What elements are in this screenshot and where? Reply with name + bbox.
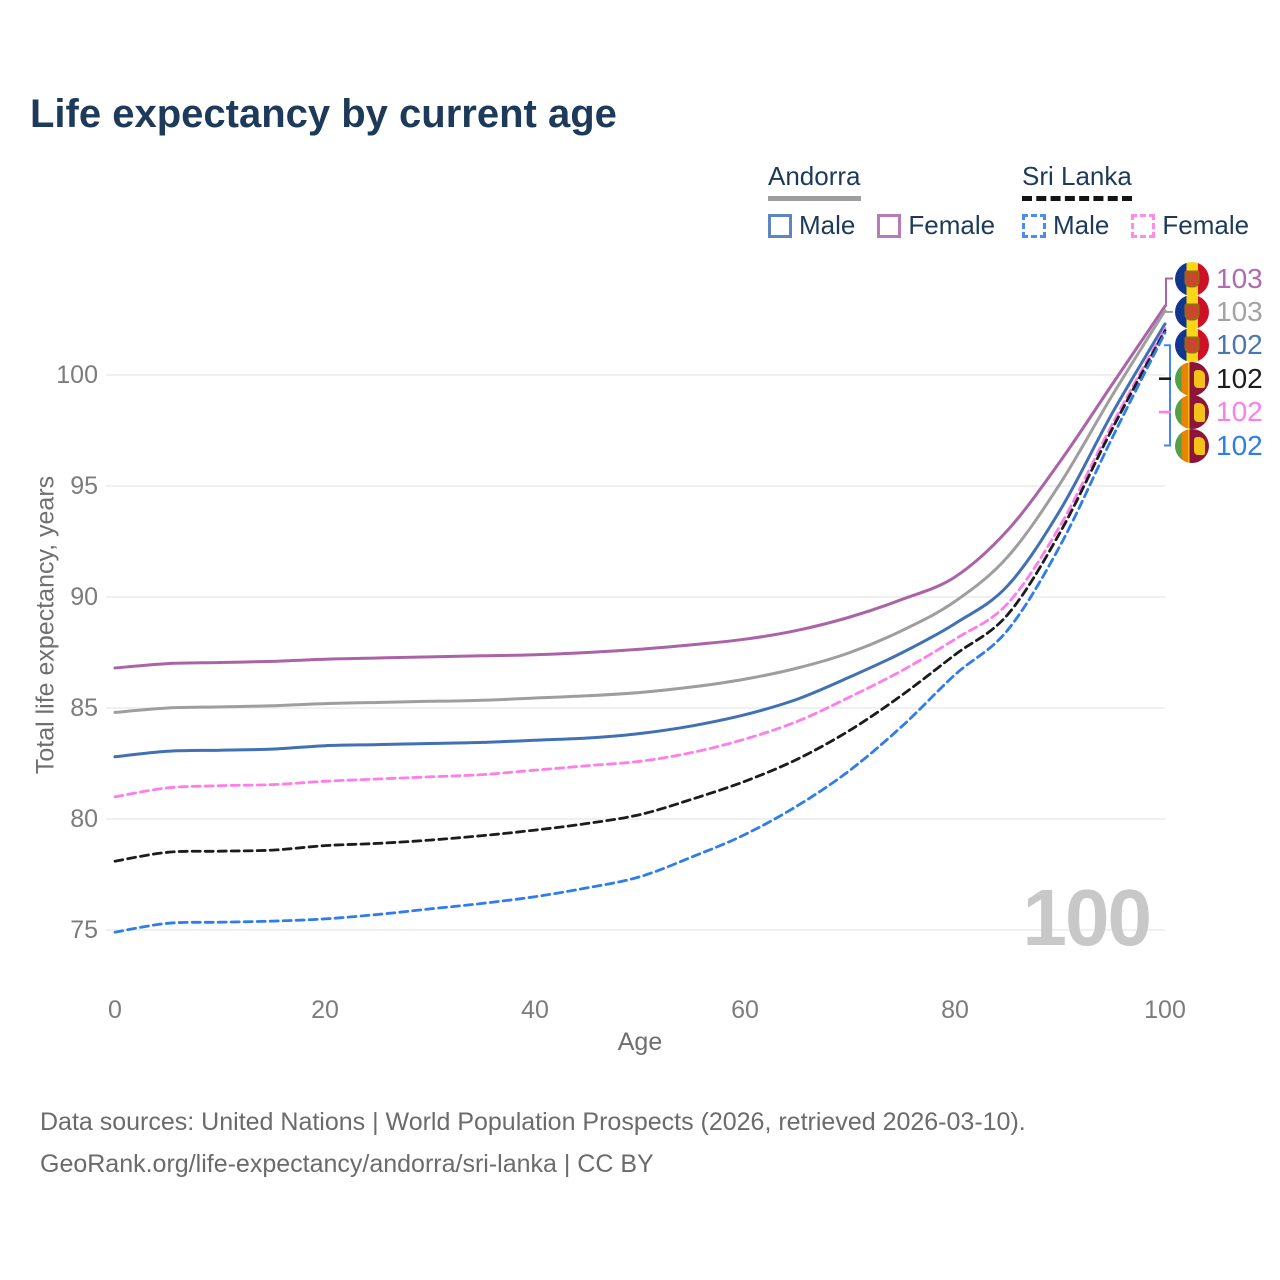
legend-item-andorra-male[interactable]: Male (768, 210, 855, 241)
end-value-andorra-female: 103 (1216, 262, 1263, 294)
sri-lanka-flag-icon (1175, 428, 1209, 463)
crest-shape (1184, 270, 1200, 287)
y-tick-label: 95 (70, 472, 98, 500)
sri-lanka-flag-icon (1175, 361, 1209, 396)
legend-swatch-andorra-male (768, 213, 792, 238)
legend-item-sri-lanka-female[interactable]: Female (1131, 210, 1249, 241)
y-axis-title: Total life expectancy, years (31, 475, 60, 775)
leader-line-andorra-female (1165, 277, 1173, 307)
end-label-row-andorra-female: 103 (1175, 261, 1263, 296)
legend-items-andorra: Male Female (768, 210, 995, 241)
lion-shape (1193, 369, 1206, 389)
end-label-row-andorra: 103 (1175, 294, 1263, 329)
end-value-sri-lanka: 102 (1216, 362, 1263, 394)
y-tick-label: 75 (70, 916, 98, 944)
crest-shape (1184, 303, 1200, 321)
legend-swatch-sri-lanka-male (1022, 213, 1046, 238)
y-tick-label: 90 (70, 583, 98, 611)
legend-label-andorra-male: Male (799, 210, 856, 240)
x-tick-label: 100 (1144, 996, 1186, 1024)
lion-shape (1193, 436, 1206, 456)
footer-data-sources: Data sources: United Nations | World Pop… (40, 1108, 1026, 1136)
y-tick-label: 80 (70, 805, 98, 833)
series-line-sri-lanka (113, 329, 1167, 863)
end-label-row-sri-lanka-male: 102 (1175, 428, 1263, 463)
sri-lanka-flag-icon (1175, 395, 1209, 430)
legend-label-andorra-female: Female (908, 210, 996, 240)
series-line-andorra-female (113, 304, 1167, 670)
andorra-flag-icon (1175, 261, 1209, 296)
legend-item-sri-lanka-male[interactable]: Male (1022, 210, 1109, 241)
x-tick-label: 20 (311, 996, 339, 1024)
x-tick-label: 40 (521, 996, 549, 1024)
lion-shape (1193, 403, 1206, 422)
legend-group-andorra: Andorra Male Female (768, 161, 995, 241)
x-tick-label: 60 (731, 996, 759, 1024)
x-tick-label: 0 (108, 996, 122, 1024)
y-tick-label: 100 (56, 361, 98, 389)
end-value-sri-lanka-female: 102 (1216, 396, 1263, 428)
end-label-row-sri-lanka-female: 102 (1175, 395, 1263, 430)
legend-label-sri-lanka-female: Female (1162, 210, 1250, 240)
y-tick-label: 85 (70, 694, 98, 722)
andorra-flag-icon (1175, 294, 1209, 329)
age-marker: 100 (1022, 873, 1152, 962)
legend-items-sri-lanka: Male Female (1022, 210, 1249, 241)
end-value-andorra-male: 102 (1216, 329, 1263, 361)
end-value-sri-lanka-male: 102 (1216, 429, 1263, 461)
series-line-sri-lanka-female (113, 327, 1167, 799)
leader-bracket-male-lines (1164, 344, 1171, 447)
legend-country-sri-lanka[interactable]: Sri Lanka (1022, 161, 1132, 201)
legend-swatch-andorra-female (877, 213, 902, 238)
x-tick-label: 80 (941, 996, 969, 1024)
x-axis-title: Age (617, 1028, 663, 1056)
crest-shape (1184, 336, 1200, 354)
end-value-andorra: 103 (1216, 295, 1263, 327)
andorra-flag-icon (1175, 328, 1209, 363)
legend-label-sri-lanka-male: Male (1053, 210, 1110, 240)
end-label-row-andorra-male: 102 (1175, 328, 1263, 363)
series-line-sri-lanka-male (113, 331, 1167, 934)
legend-swatch-sri-lanka-female (1131, 213, 1156, 238)
end-label-row-sri-lanka: 102 (1175, 361, 1263, 396)
legend-country-andorra[interactable]: Andorra (768, 161, 861, 201)
page-title: Life expectancy by current age (30, 92, 617, 136)
legend-group-sri-lanka: Sri Lanka Male Female (1022, 161, 1249, 241)
footer-attribution: GeoRank.org/life-expectancy/andorra/sri-… (40, 1150, 654, 1178)
series-line-andorra-male (113, 322, 1167, 759)
series-line-andorra (113, 309, 1167, 714)
legend-item-andorra-female[interactable]: Female (877, 210, 995, 241)
